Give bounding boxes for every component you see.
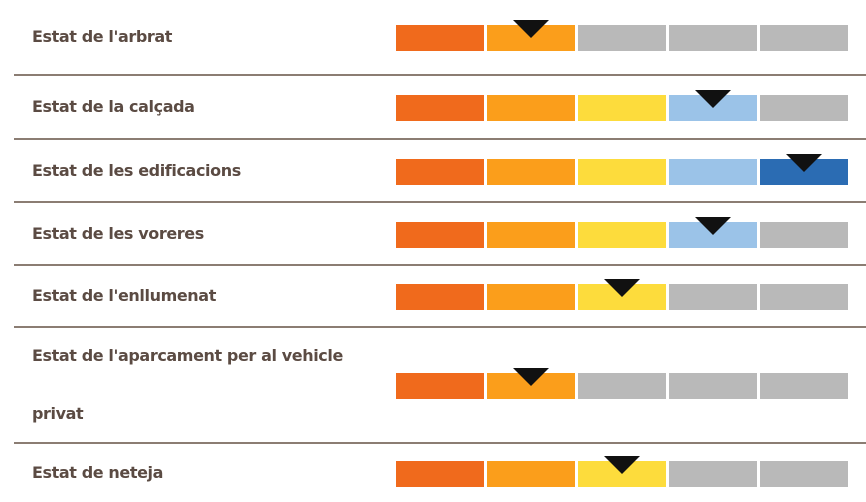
row-label: Estat de neteja (32, 463, 164, 482)
rating-row: Estat de l'aparcament per al vehicle pri… (14, 328, 866, 444)
rating-marker (513, 20, 549, 38)
rating-marker (786, 153, 822, 172)
row-label: Estat de les voreres (32, 223, 204, 243)
scale-segment (578, 221, 666, 248)
rating-row: Estat de l'arbrat (14, 0, 866, 76)
scale-segment (487, 221, 575, 248)
rating-marker (513, 368, 549, 386)
scale-segment (396, 461, 484, 487)
row-label: Estat de l'arbrat (32, 27, 173, 46)
scale-segment (396, 95, 484, 121)
rating-bar (396, 279, 856, 312)
row-label: Estat de les edificacions (32, 160, 241, 180)
scale-segment (760, 461, 848, 487)
rating-row: Estat de les voreres (14, 203, 866, 266)
rating-row: Estat de les edificacions (14, 140, 866, 203)
rating-marker (604, 456, 640, 474)
scale-segment (669, 25, 757, 51)
row-label: Estat de l'aparcament per al vehicle pri… (32, 346, 343, 423)
scale-segment (578, 95, 666, 121)
rating-marker (604, 279, 640, 297)
rating-bar (396, 216, 856, 250)
row-label: Estat de la calçada (32, 97, 195, 116)
scale-segment (760, 95, 848, 121)
scale-segment (396, 373, 484, 399)
scale-segment (396, 25, 484, 51)
scale-segment (669, 373, 757, 399)
scale-segment (578, 25, 666, 51)
scale-segment (760, 373, 848, 399)
scale-segment (669, 461, 757, 487)
scale-segment (760, 221, 848, 248)
scale-segment (578, 158, 666, 185)
row-label: Estat de l'enllumenat (32, 286, 216, 305)
rating-marker (695, 90, 731, 108)
rating-row: Estat de la calçada (14, 76, 866, 140)
scale-segment (760, 25, 848, 51)
scale-segment (669, 158, 757, 185)
scale-segment (760, 284, 848, 310)
rating-bar (396, 368, 856, 401)
scale-segment (487, 284, 575, 310)
scale-segment (487, 461, 575, 487)
scale-segment (487, 95, 575, 121)
rating-bar (396, 153, 856, 187)
scale-segment (578, 373, 666, 399)
rating-bar (396, 90, 856, 123)
scale-segment (487, 158, 575, 185)
scale-segment (396, 158, 484, 185)
rating-bar (396, 456, 856, 489)
rating-row: Estat de l'enllumenat (14, 266, 866, 328)
scale-segment (396, 284, 484, 310)
rating-bar (396, 20, 856, 53)
rating-marker (695, 216, 731, 235)
scale-segment (669, 284, 757, 310)
scale-segment (396, 221, 484, 248)
rating-row: Estat de neteja (14, 444, 866, 502)
